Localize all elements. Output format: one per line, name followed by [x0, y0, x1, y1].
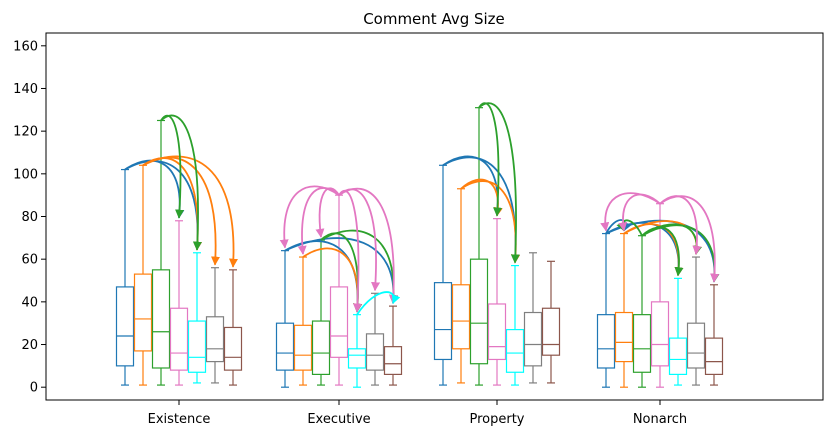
- x-tick-label: Existence: [148, 412, 211, 427]
- box-nonarch-0: [596, 232, 616, 388]
- comparison-arrow: [338, 187, 398, 305]
- box-iqr: [187, 320, 207, 373]
- comparison-arrow: [284, 237, 399, 305]
- box-iqr: [505, 328, 525, 373]
- box-executive-0: [275, 250, 295, 388]
- box-existence-0: [115, 168, 135, 386]
- y-tick-label: 60: [21, 253, 38, 268]
- box-existence-1: [133, 164, 153, 386]
- box-existence-5: [205, 267, 225, 384]
- box-nonarch-5: [686, 256, 706, 386]
- box-nonarch-3: [650, 203, 670, 388]
- box-iqr: [329, 286, 349, 358]
- box-iqr: [433, 282, 453, 361]
- box-nonarch-1: [614, 232, 634, 388]
- box-iqr: [205, 316, 225, 363]
- boxes-layer: [115, 107, 724, 388]
- y-tick-label: 40: [21, 295, 38, 310]
- box-iqr: [668, 337, 688, 375]
- box-existence-4: [187, 252, 207, 384]
- box-iqr: [650, 301, 670, 367]
- box-property-4: [505, 264, 525, 386]
- y-tick-label: 20: [21, 338, 38, 353]
- box-executive-1: [293, 256, 313, 386]
- box-iqr: [365, 333, 385, 371]
- x-tick-label: Property: [469, 412, 524, 427]
- comparison-arrow: [478, 102, 520, 264]
- box-executive-6: [383, 305, 403, 386]
- y-tick-label: 120: [13, 125, 38, 140]
- comparison-arrow: [297, 187, 340, 255]
- comparison-arrow: [315, 187, 340, 238]
- box-iqr: [169, 307, 189, 371]
- box-iqr: [704, 337, 724, 375]
- box-existence-6: [223, 269, 243, 386]
- box-iqr: [133, 273, 153, 352]
- comparison-arrow: [600, 192, 661, 232]
- box-property-5: [523, 252, 543, 384]
- box-iqr: [115, 286, 135, 367]
- arrows-layer: [124, 102, 720, 316]
- box-iqr: [151, 269, 171, 369]
- box-nonarch-4: [668, 277, 688, 386]
- x-tick-label: Nonarch: [633, 412, 687, 427]
- y-tick-label: 140: [13, 82, 38, 97]
- comparison-arrow: [124, 159, 185, 219]
- box-iqr: [311, 320, 331, 375]
- comparison-arrow: [160, 114, 202, 251]
- box-iqr: [487, 303, 507, 361]
- box-iqr: [293, 324, 313, 371]
- box-iqr: [223, 326, 243, 371]
- box-iqr: [469, 258, 489, 365]
- box-executive-5: [365, 292, 385, 386]
- box-iqr: [347, 348, 367, 369]
- box-iqr: [632, 314, 652, 373]
- box-iqr: [614, 311, 634, 363]
- x-tick-label: Executive: [307, 412, 370, 427]
- comparison-arrow: [641, 223, 702, 255]
- chart-title: Comment Avg Size: [363, 10, 505, 28]
- box-nonarch-6: [704, 284, 724, 386]
- box-iqr: [541, 307, 561, 356]
- y-tick-label: 100: [13, 167, 38, 182]
- y-tick-label: 160: [13, 39, 38, 54]
- box-existence-3: [169, 220, 189, 386]
- box-property-0: [433, 164, 453, 386]
- plot-frame: [45, 32, 824, 401]
- box-iqr: [383, 346, 403, 375]
- comparison-arrow: [659, 195, 720, 283]
- comparison-arrow: [618, 193, 661, 232]
- comparison-arrow: [442, 155, 503, 217]
- box-property-3: [487, 218, 507, 386]
- comparison-arrow: [356, 291, 401, 316]
- box-iqr: [686, 322, 706, 369]
- box-iqr: [451, 284, 471, 350]
- box-iqr: [275, 322, 295, 371]
- box-executive-3: [329, 194, 349, 386]
- comparison-arrow: [160, 114, 185, 219]
- box-executive-4: [347, 314, 367, 388]
- box-property-1: [451, 188, 471, 384]
- box-nonarch-2: [632, 235, 652, 388]
- box-iqr: [596, 314, 616, 369]
- y-tick-label: 0: [30, 381, 38, 396]
- comparison-arrow: [142, 155, 238, 268]
- comparison-arrow: [142, 157, 203, 251]
- y-tick-label: 80: [21, 210, 38, 225]
- box-iqr: [523, 311, 543, 367]
- axes-layer: 0 20 40 60 80 100 120 140 160 Existence Executive P…: [13, 39, 687, 427]
- box-executive-2: [311, 239, 331, 386]
- box-property-6: [541, 260, 561, 384]
- comparison-arrow: [460, 180, 521, 264]
- box-property-2: [469, 107, 489, 386]
